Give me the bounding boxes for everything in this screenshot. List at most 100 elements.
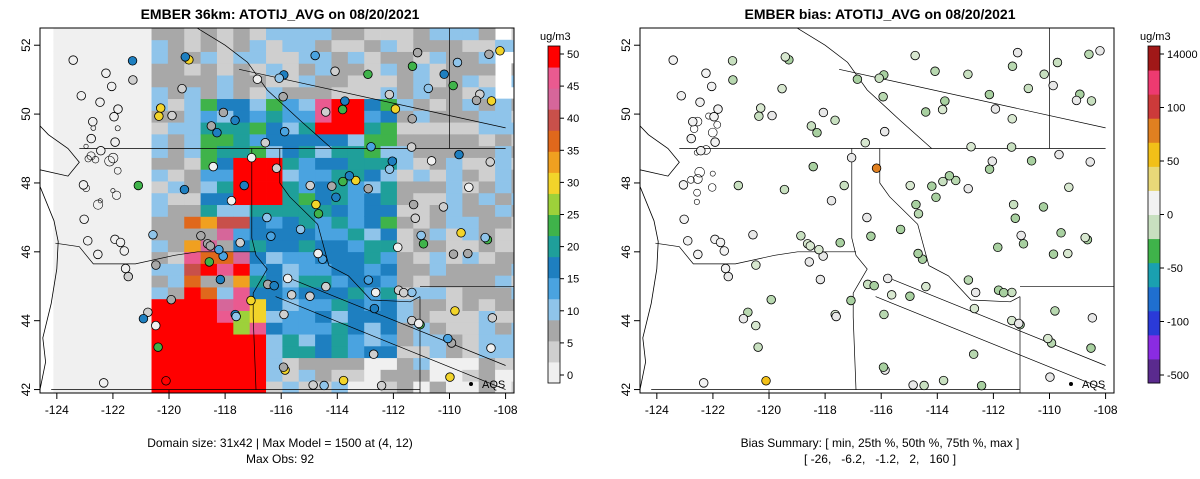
model-grid-cell (266, 251, 283, 264)
model-colorbar-label: 25 (567, 210, 579, 222)
model-grid-cell (200, 28, 218, 41)
bias-obs-station (895, 224, 906, 235)
bias-colorbar-swatch (1148, 214, 1160, 240)
model-grid-cell (511, 39, 514, 52)
bias-obs-station (696, 146, 706, 156)
model-grid-cell (184, 275, 202, 288)
model-grid-cell (266, 239, 283, 253)
model-grid-cell (462, 169, 480, 182)
model-grid-cell (69, 28, 87, 41)
model-grid-cell (249, 228, 267, 241)
model-grid-cell (413, 345, 431, 359)
model-island-outline (108, 152, 119, 164)
model-grid-cell (69, 322, 87, 335)
model-grid-cell (462, 28, 480, 41)
model-grid-cell (495, 334, 512, 347)
model-grid-cell (511, 275, 514, 288)
model-state-border (168, 28, 332, 149)
model-grid-cell (478, 63, 496, 76)
model-grid-cell (315, 145, 332, 158)
model-grid-cell (135, 357, 152, 370)
model-grid-cell (167, 239, 185, 253)
bias-obs-station (940, 96, 950, 106)
model-obs-station (310, 50, 320, 61)
model-y-tick-label: 50 (19, 107, 33, 121)
model-grid-cell (200, 145, 218, 158)
model-grid-cell (396, 357, 414, 370)
bias-obs-station (1007, 61, 1018, 71)
model-grid-cell (233, 157, 251, 170)
model-grid-cell (315, 86, 332, 100)
model-obs-station (368, 349, 379, 359)
model-obs-station (76, 91, 86, 101)
model-grid-cell (151, 133, 169, 147)
model-aqs-label: AQS (482, 379, 505, 391)
model-grid-cell (69, 228, 87, 241)
model-obs-station (86, 133, 96, 144)
model-colorbar-label: 50 (567, 49, 579, 61)
model-grid-cell (282, 145, 300, 158)
model-obs-station (143, 307, 153, 317)
bias-obs-station (1023, 83, 1034, 94)
model-grid-cell (69, 204, 87, 217)
model-grid-cell (429, 345, 447, 359)
model-grid-cell (413, 263, 431, 276)
bias-colorbar-label: 50 (1167, 156, 1179, 168)
bias-obs-station (710, 137, 720, 147)
model-grid-cell (216, 369, 234, 382)
model-grid-cell (135, 345, 152, 359)
model-grid-cell (413, 251, 431, 264)
model-grid-cell (249, 86, 267, 100)
model-grid-cell (347, 251, 365, 264)
model-obs-station (327, 181, 337, 191)
model-grid-cell (528, 110, 545, 122)
model-grid-cell (380, 216, 398, 229)
model-obs-station (79, 214, 89, 224)
bias-obs-station (987, 156, 997, 166)
model-grid-cell (86, 298, 103, 311)
model-grid-cell (167, 39, 185, 52)
model-grid-cell (266, 133, 283, 147)
model-colorbar-swatch (548, 193, 560, 215)
model-grid-cell (462, 133, 480, 147)
model-obs-station (286, 290, 297, 300)
model-grid-cell (380, 228, 398, 241)
bias-summary-header: Bias Summary: [ min, 25th %, 50th %, 75t… (740, 436, 1020, 450)
model-obs-station (330, 66, 340, 76)
model-obs-station (313, 248, 323, 259)
model-grid-cell (216, 63, 234, 76)
model-grid-cell (315, 298, 332, 311)
model-grid-cell (380, 204, 398, 217)
bias-obs-station (1048, 249, 1059, 259)
bias-y-tick-label: 42 (619, 383, 633, 397)
model-grid-cell (528, 322, 545, 334)
bias-obs-station (862, 212, 872, 223)
model-grid-cell (396, 39, 414, 52)
model-grid-cell (102, 169, 120, 182)
model-grid-cell (429, 110, 447, 123)
model-obs-station (393, 242, 403, 253)
model-grid-cell (528, 146, 545, 158)
model-obs-station (450, 306, 460, 316)
model-grid-cell (216, 298, 234, 311)
model-grid-cell (478, 298, 496, 311)
model-grid-cell (102, 369, 120, 382)
bias-obs-station (676, 91, 686, 101)
model-grid-cell (69, 39, 87, 52)
model-grid-cell (429, 381, 447, 393)
model-grid-cell (266, 39, 283, 52)
model-grid-cell (266, 192, 283, 206)
model-grid-cell (167, 381, 185, 393)
model-obs-station (283, 273, 293, 284)
bias-y-tick-label: 44 (619, 314, 633, 328)
model-grid-cell (429, 357, 447, 370)
model-obs-station (208, 161, 218, 172)
model-grid-cell (462, 345, 480, 359)
model-grid-cell (347, 63, 365, 76)
model-grid-cell (511, 63, 514, 76)
model-grid-cell (364, 369, 381, 382)
model-grid-cell (249, 345, 267, 359)
bias-obs-station (1048, 80, 1058, 91)
bias-obs-station (713, 104, 723, 114)
model-grid-cell (429, 133, 447, 147)
